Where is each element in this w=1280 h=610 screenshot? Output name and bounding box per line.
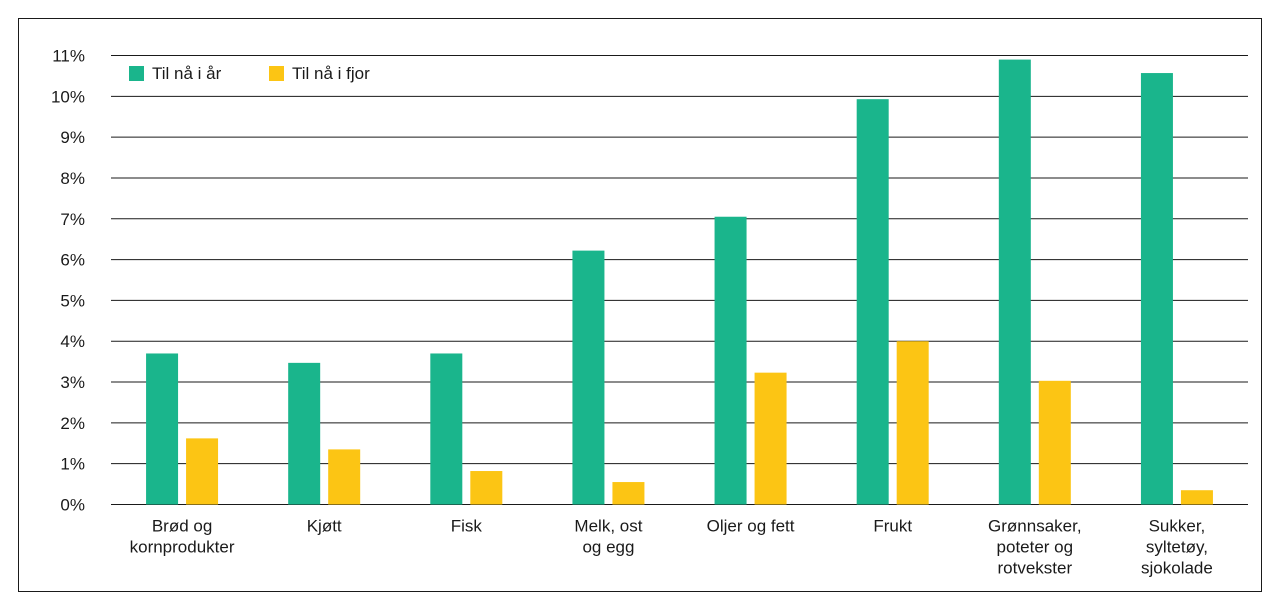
y-tick-label: 0%: [60, 496, 85, 515]
y-tick-label: 5%: [60, 291, 85, 310]
bar-last-year: [328, 449, 361, 505]
legend-swatch: [269, 66, 284, 81]
y-tick-label: 10%: [51, 87, 85, 106]
bar-this-year: [714, 216, 747, 505]
category-label: Sukker, syltetøy, sjokolade: [1141, 517, 1213, 578]
gridlines: [111, 55, 1248, 505]
bar-this-year: [288, 362, 321, 505]
legend-label: Til nå i fjor: [292, 64, 370, 83]
y-tick-label: 4%: [60, 332, 85, 351]
bar-this-year: [856, 99, 889, 505]
bars: [146, 59, 1213, 505]
bar-this-year: [572, 250, 605, 505]
bar-chart: 0% 1% 2% 3% 4% 5% 6% 7% 8% 9% 10% 11% Brød og kornpr…: [51, 47, 1248, 578]
category-label: Fisk: [451, 517, 483, 536]
bar-last-year: [896, 341, 929, 505]
bar-this-year: [146, 353, 179, 505]
bar-this-year: [998, 59, 1031, 505]
bar-last-year: [754, 372, 787, 505]
chart-frame: 0% 1% 2% 3% 4% 5% 6% 7% 8% 9% 10% 11% Brød og kornpr…: [18, 18, 1262, 592]
bar-last-year: [612, 482, 645, 505]
category-label: Kjøtt: [307, 517, 342, 536]
y-tick-label: 11%: [52, 47, 85, 66]
legend-swatch: [129, 66, 144, 81]
category-label: Oljer og fett: [707, 517, 795, 536]
y-tick-label: 1%: [60, 455, 85, 474]
bar-last-year: [1180, 490, 1213, 505]
bar-this-year: [430, 353, 463, 505]
y-tick-label: 8%: [60, 169, 85, 188]
category-label: Grønnsaker, poteter og rotvekster: [988, 517, 1082, 578]
y-tick-label: 7%: [60, 210, 85, 229]
y-tick-label: 9%: [60, 128, 85, 147]
legend-label: Til nå i år: [152, 64, 222, 83]
x-axis: Brød og kornprodukter Kjøtt Fisk Melk, ost og…: [130, 517, 1213, 578]
y-axis: 0% 1% 2% 3% 4% 5% 6% 7% 8% 9% 10% 11%: [51, 47, 85, 515]
legend: Til nå i år Til nå i fjor: [129, 64, 370, 83]
bar-last-year: [186, 438, 219, 505]
category-label: Melk, ost og egg: [574, 517, 642, 557]
category-label: Brød og kornprodukter: [130, 517, 235, 557]
category-label: Frukt: [873, 517, 912, 536]
bar-last-year: [470, 471, 503, 505]
y-tick-label: 6%: [60, 251, 85, 270]
y-tick-label: 3%: [60, 373, 85, 392]
bar-last-year: [1038, 380, 1071, 505]
y-tick-label: 2%: [60, 414, 85, 433]
bar-this-year: [1140, 73, 1173, 505]
